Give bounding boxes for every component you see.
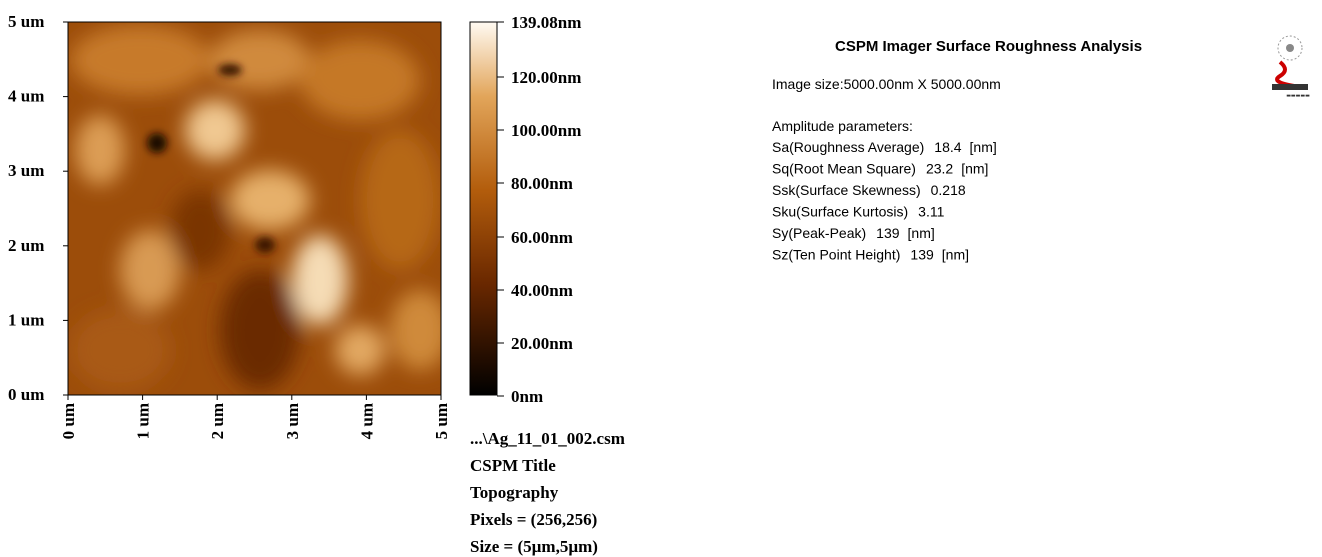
x-tick-label: 4 um — [357, 403, 376, 439]
file-info: CSPM Title — [470, 456, 556, 475]
parameter: Sy(Peak-Peak) 139 [nm] — [772, 225, 935, 241]
section-label: Amplitude parameters: — [772, 118, 913, 134]
x-tick-label: 3 um — [283, 403, 302, 439]
y-tick-label: 4 um — [8, 87, 44, 106]
colorbar — [469, 21, 498, 396]
parameter-value: 3.11 — [918, 204, 944, 220]
parameter-value: 18.4 — [934, 139, 961, 155]
parameter: Sq(Root Mean Square) 23.2 [nm] — [772, 161, 988, 177]
file-info: Pixels = (256,256) — [470, 510, 597, 529]
parameter: Ssk(Surface Skewness) 0.218 — [772, 182, 966, 198]
parameter-name: Sa(Roughness Average) — [772, 139, 924, 155]
colorbar-label: 100.00nm — [511, 121, 581, 140]
y-tick-label: 1 um — [8, 310, 44, 329]
colorbar-label: 40.00nm — [511, 281, 573, 300]
y-tick-label: 5 um — [8, 12, 44, 31]
parameter-value: 139 — [876, 225, 900, 241]
colorbar-label: 20.00nm — [511, 334, 573, 353]
y-tick-label: 3 um — [8, 161, 44, 180]
parameter-unit: [nm] — [942, 247, 969, 263]
colorbar-label: 139.08nm — [511, 13, 581, 32]
colorbar-label: 80.00nm — [511, 174, 573, 193]
colorbar-label: 60.00nm — [511, 228, 573, 247]
x-tick-label: 0 um — [59, 403, 78, 439]
svg-text:▬▬▬▬▬: ▬▬▬▬▬ — [1286, 93, 1310, 99]
x-tick-label: 5 um — [432, 403, 451, 439]
parameter-value: 0.218 — [931, 182, 966, 198]
report-title: CSPM Imager Surface Roughness Analysis — [835, 38, 1142, 55]
parameter: Sku(Surface Kurtosis) 3.11 — [772, 204, 945, 220]
file-info: Size = (5µm,5µm) — [470, 537, 598, 556]
parameter-unit: [nm] — [908, 225, 935, 241]
image-frame — [67, 21, 442, 396]
x-tick-label: 2 um — [208, 403, 227, 439]
afm-image — [68, 22, 441, 395]
file-info: Topography — [470, 483, 559, 502]
logo: ▬▬▬▬▬ — [1262, 30, 1322, 100]
x-tick-label: 1 um — [134, 403, 153, 439]
parameter-unit: [nm] — [970, 139, 997, 155]
parameter-value: 23.2 — [926, 161, 953, 177]
y-tick-label: 2 um — [8, 236, 44, 255]
parameter-name: Sz(Ten Point Height) — [772, 247, 900, 263]
colorbar-label: 0nm — [511, 387, 543, 406]
parameter: Sa(Roughness Average) 18.4 [nm] — [772, 139, 997, 155]
y-tick-label: 0 um — [8, 385, 44, 404]
file-info: ...\Ag_11_01_002.csm — [470, 429, 625, 448]
image-size: Image size:5000.00nm X 5000.00nm — [772, 76, 1001, 92]
parameter-value: 139 — [910, 247, 934, 263]
parameter-name: Sku(Surface Kurtosis) — [772, 204, 908, 220]
parameter-name: Sq(Root Mean Square) — [772, 161, 916, 177]
parameter-name: Sy(Peak-Peak) — [772, 225, 866, 241]
parameter-name: Ssk(Surface Skewness) — [772, 182, 921, 198]
parameter-unit: [nm] — [961, 161, 988, 177]
parameter: Sz(Ten Point Height) 139 [nm] — [772, 247, 969, 263]
colorbar-label: 120.00nm — [511, 68, 581, 87]
